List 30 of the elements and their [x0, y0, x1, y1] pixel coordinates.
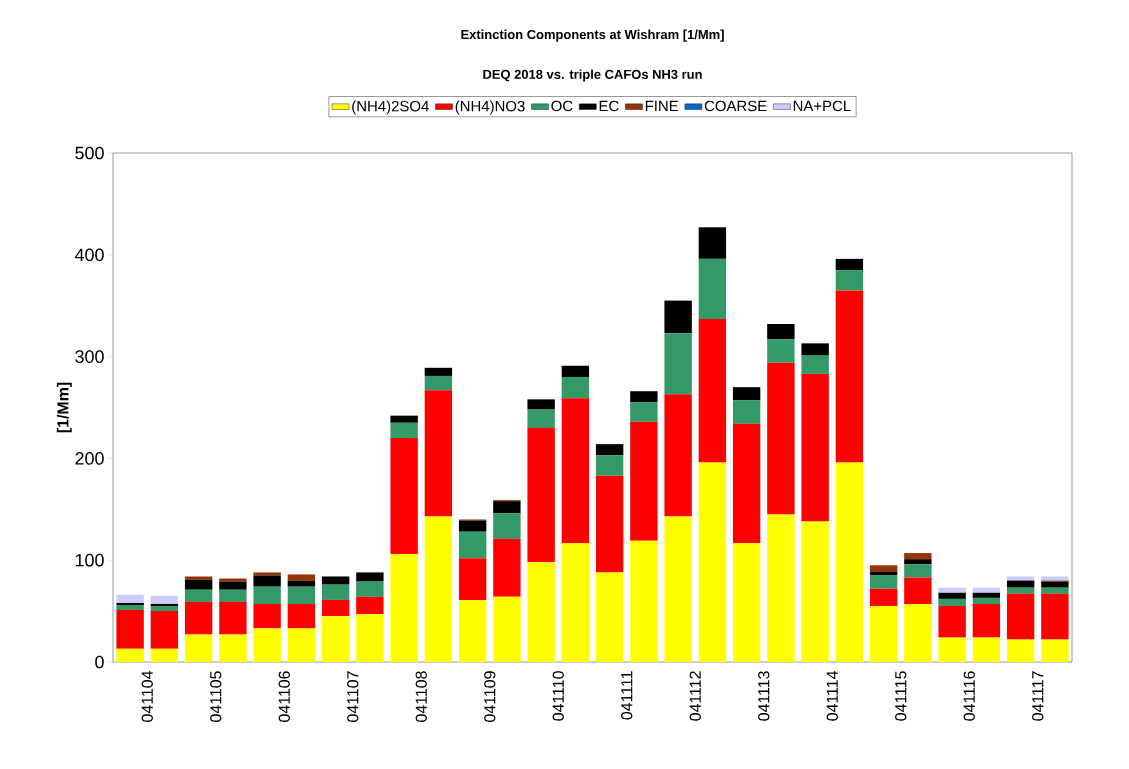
x-tick-label: 041106: [278, 671, 290, 722]
x-tick-label: 041104: [141, 671, 153, 722]
x-tick-label: 041108: [415, 671, 427, 722]
y-tick-label: 300: [75, 350, 104, 363]
legend-label: (NH4)NO3: [455, 100, 525, 115]
x-tick-label: 041111: [621, 671, 633, 720]
x-tick-label: 041107: [347, 671, 359, 722]
x-tick-label: 041114: [826, 671, 838, 721]
y-axis-title: [1/Mm]: [56, 382, 72, 433]
y-tick-label: 500: [75, 146, 104, 160]
legend-label: FINE: [645, 100, 679, 112]
y-tick-label: 400: [74, 248, 104, 262]
x-tick-label: 041117: [1032, 671, 1044, 721]
legend-label: NA+PCL: [793, 100, 851, 112]
chart-title: Extinction Components at Wishram [1/Mm]: [461, 29, 724, 42]
y-tick-label: 200: [75, 452, 104, 465]
x-tick-label: 041109: [484, 671, 496, 722]
y-tick-label: 100: [75, 553, 104, 567]
x-tick-label: 041112: [689, 671, 701, 721]
legend-label: COARSE: [704, 100, 767, 112]
legend-label: EC: [599, 100, 619, 112]
chart-subtitle: DEQ 2018 vs. triple CAFOs NH3 run: [483, 69, 702, 82]
x-tick-label: 041115: [895, 671, 907, 721]
legend-label: OC: [551, 100, 573, 112]
y-tick-label: 0: [95, 655, 104, 669]
x-tick-label: 041105: [210, 671, 222, 722]
x-tick-label: 041110: [552, 671, 564, 721]
x-tick-label: 041116: [963, 671, 975, 721]
x-tick-label: 041113: [758, 671, 770, 721]
legend-label: (NH4)2SO4: [352, 100, 429, 115]
